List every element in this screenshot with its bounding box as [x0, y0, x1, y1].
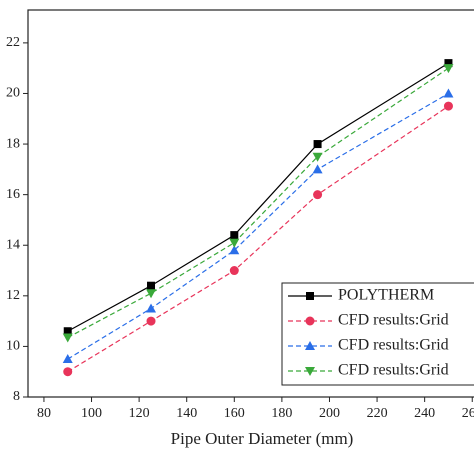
marker [229, 238, 240, 248]
marker [443, 101, 453, 111]
y-tick-label: 14 [6, 237, 20, 252]
x-tick-label: 160 [224, 406, 245, 421]
x-tick-label: 260 [462, 406, 474, 421]
x-tick-label: 120 [129, 406, 150, 421]
x-tick-label: 240 [414, 406, 435, 421]
legend-label: CFD results:Grid [338, 312, 449, 329]
marker [312, 152, 323, 162]
marker [312, 164, 323, 174]
y-tick-label: 16 [6, 187, 20, 202]
marker [229, 245, 240, 255]
series-line [67, 67, 449, 339]
x-tick-label: 140 [176, 406, 197, 421]
y-tick-label: 20 [6, 86, 20, 101]
x-tick-label: 180 [271, 406, 292, 421]
x-tick-label: 200 [319, 406, 340, 421]
marker [146, 289, 157, 299]
legend-label: CFD results:Grid [338, 362, 449, 379]
marker [146, 316, 156, 326]
marker [147, 281, 156, 290]
legend-label: POLYTHERM [338, 287, 434, 304]
legend-label: CFD results:Grid [338, 337, 449, 354]
marker [305, 316, 315, 326]
marker [229, 266, 239, 276]
marker [230, 231, 239, 240]
marker [444, 59, 453, 68]
y-tick-label: 22 [6, 35, 20, 50]
marker [63, 327, 72, 336]
series-line [67, 92, 449, 360]
marker [313, 140, 322, 149]
x-tick-label: 80 [37, 406, 51, 421]
marker [306, 292, 314, 300]
marker [305, 341, 315, 350]
y-tick-label: 10 [6, 339, 20, 354]
marker [443, 64, 454, 74]
marker [313, 190, 323, 200]
marker [146, 303, 157, 313]
marker [63, 367, 73, 377]
x-tick-label: 100 [81, 406, 102, 421]
marker [443, 88, 454, 98]
x-axis-label: Pipe Outer Diameter (mm) [171, 429, 354, 448]
y-tick-label: 8 [13, 389, 20, 404]
plot-frame [27, 9, 474, 398]
y-tick-label: 18 [6, 136, 20, 151]
y-tick-label: 12 [6, 288, 20, 303]
x-tick-label: 220 [367, 406, 388, 421]
marker [62, 354, 73, 364]
marker [62, 333, 73, 343]
marker [305, 367, 315, 376]
